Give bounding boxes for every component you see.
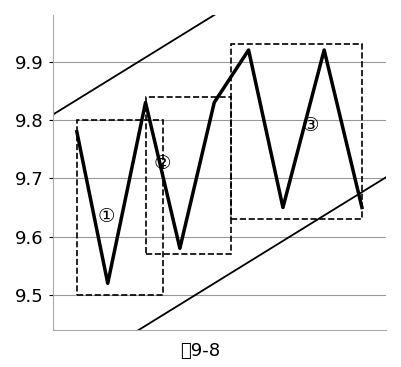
Text: ①: ① (97, 207, 115, 226)
Bar (231, 44, 362, 219)
Text: ②: ② (154, 154, 172, 173)
Text: 图9-8: 图9-8 (180, 342, 221, 360)
Bar (146, 97, 231, 254)
Text: ③: ③ (302, 116, 319, 135)
Bar (77, 120, 163, 295)
